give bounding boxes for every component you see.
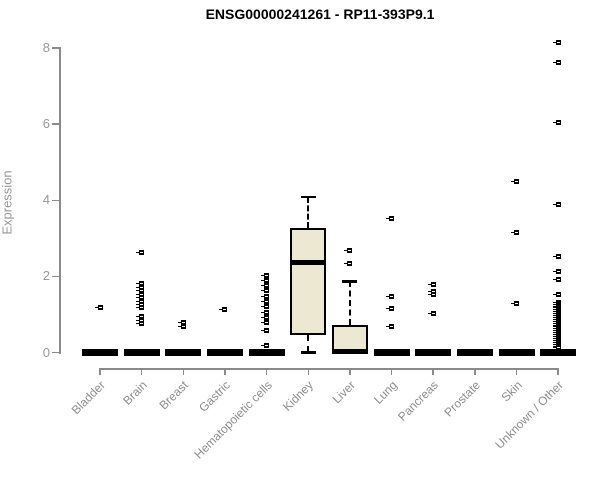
x-axis-tick [557,369,559,375]
outlier-point-brain [136,249,145,255]
outlier-point-hematopoietic-cells [261,343,270,349]
collapsed-box-prostate [456,349,493,356]
outlier-point-brain [136,298,145,304]
outlier-point-brain [136,313,145,319]
x-axis-tick [182,369,185,375]
outlier-point-unknown-other [552,277,561,283]
outlier-point-brain [136,288,145,294]
outlier-point-skin [511,229,519,235]
outlier-point-hematopoietic-cells [261,314,270,320]
collapsed-box-pancreas [415,349,452,356]
outlier-point-unknown-other [552,268,561,274]
outlier-point-unknown-other [552,59,561,65]
y-tick-label: 0 [42,344,50,360]
outlier-point-pancreas [427,291,436,297]
outlier-point-hematopoietic-cells [261,298,270,304]
collapsed-box-gastric [206,349,243,356]
upper-whisker-kidney [307,197,310,229]
x-axis-tick [307,369,309,375]
y-axis-tick [52,47,59,49]
outlier-point-breast [177,324,186,330]
upper-whisker-cap-kidney [300,195,316,199]
outlier-point-pancreas [427,289,436,295]
outlier-point-unknown-other [552,120,561,126]
y-axis-tick [52,351,59,354]
outlier-point-brain [136,321,145,327]
x-axis-tick [140,369,143,375]
outlier-point-brain [136,295,145,301]
collapsed-box-unknown-other [540,349,577,356]
outlier-point-unknown-other [552,40,561,46]
y-axis-tick [52,123,59,125]
y-axis-label: Expression [0,170,15,235]
collapsed-box-skin [498,349,535,356]
outlier-point-hematopoietic-cells [261,273,270,279]
outlier-point-lung [386,216,395,222]
median-line-liver [331,348,368,354]
y-tick-label: 6 [42,116,50,132]
outlier-point-skin [511,178,519,184]
collapsed-box-brain [123,349,160,356]
outlier-point-brain [136,305,145,311]
outlier-point-hematopoietic-cells [261,310,270,316]
collapsed-box-breast [165,349,202,356]
outlier-point-hematopoietic-cells [261,277,270,283]
outlier-point-hematopoietic-cells [261,319,270,325]
x-axis-tick [349,369,351,375]
outlier-point-brain [136,302,145,308]
outlier-point-unknown-other [552,345,561,351]
x-axis-tick [265,369,268,375]
outlier-point-lung [386,324,395,330]
outlier-point-unknown-other [552,253,561,259]
outlier-point-hematopoietic-cells [261,293,270,299]
x-axis-tick [515,369,518,375]
outlier-point-hematopoietic-cells [261,304,270,310]
x-axis-tick [224,369,226,375]
box-kidney [290,228,327,336]
outlier-point-lung [386,294,395,300]
lower-whisker-kidney [307,335,310,353]
chart-title: ENSG00000241261 - RP11-393P9.1 [205,6,435,22]
collapsed-box-hematopoietic-cells [248,349,285,356]
x-axis-tick [99,369,101,375]
median-line-kidney [290,260,327,266]
y-tick-label: 2 [42,268,50,284]
outlier-point-gastric [219,306,228,312]
outlier-point-hematopoietic-cells [261,288,270,294]
outlier-point-lung [386,306,395,312]
outlier-point-hematopoietic-cells [261,283,270,289]
lower-whisker-cap-kidney [300,351,316,354]
outlier-point-pancreas [427,281,436,287]
x-axis-tick [432,369,434,375]
y-axis-tick [52,199,59,201]
outlier-point-brain [136,317,145,323]
outlier-point-unknown-other [552,202,561,208]
upper-whisker-liver [348,281,351,325]
outlier-point-hematopoietic-cells [261,327,270,333]
outlier-point-liver [344,260,353,266]
outlier-point-unknown-other [552,292,561,298]
x-axis-line [99,368,560,370]
outlier-point-pancreas [427,310,436,316]
outlier-point-brain [136,291,145,297]
outlier-point-brain [136,284,145,290]
y-tick-label: 8 [42,40,50,56]
y-axis-tick [52,275,59,278]
x-axis-tick [390,369,393,375]
outlier-point-brain [136,281,145,287]
outlier-point-breast [177,319,186,325]
collapsed-box-lung [373,349,410,356]
y-tick-label: 4 [42,192,50,208]
y-axis-line [59,47,61,354]
outlier-point-skin [511,301,519,307]
upper-whisker-cap-liver [342,280,358,283]
outlier-point-liver [344,247,353,253]
x-axis-tick [474,369,476,375]
collapsed-box-bladder [82,349,118,356]
outlier-point-bladder [94,304,103,310]
